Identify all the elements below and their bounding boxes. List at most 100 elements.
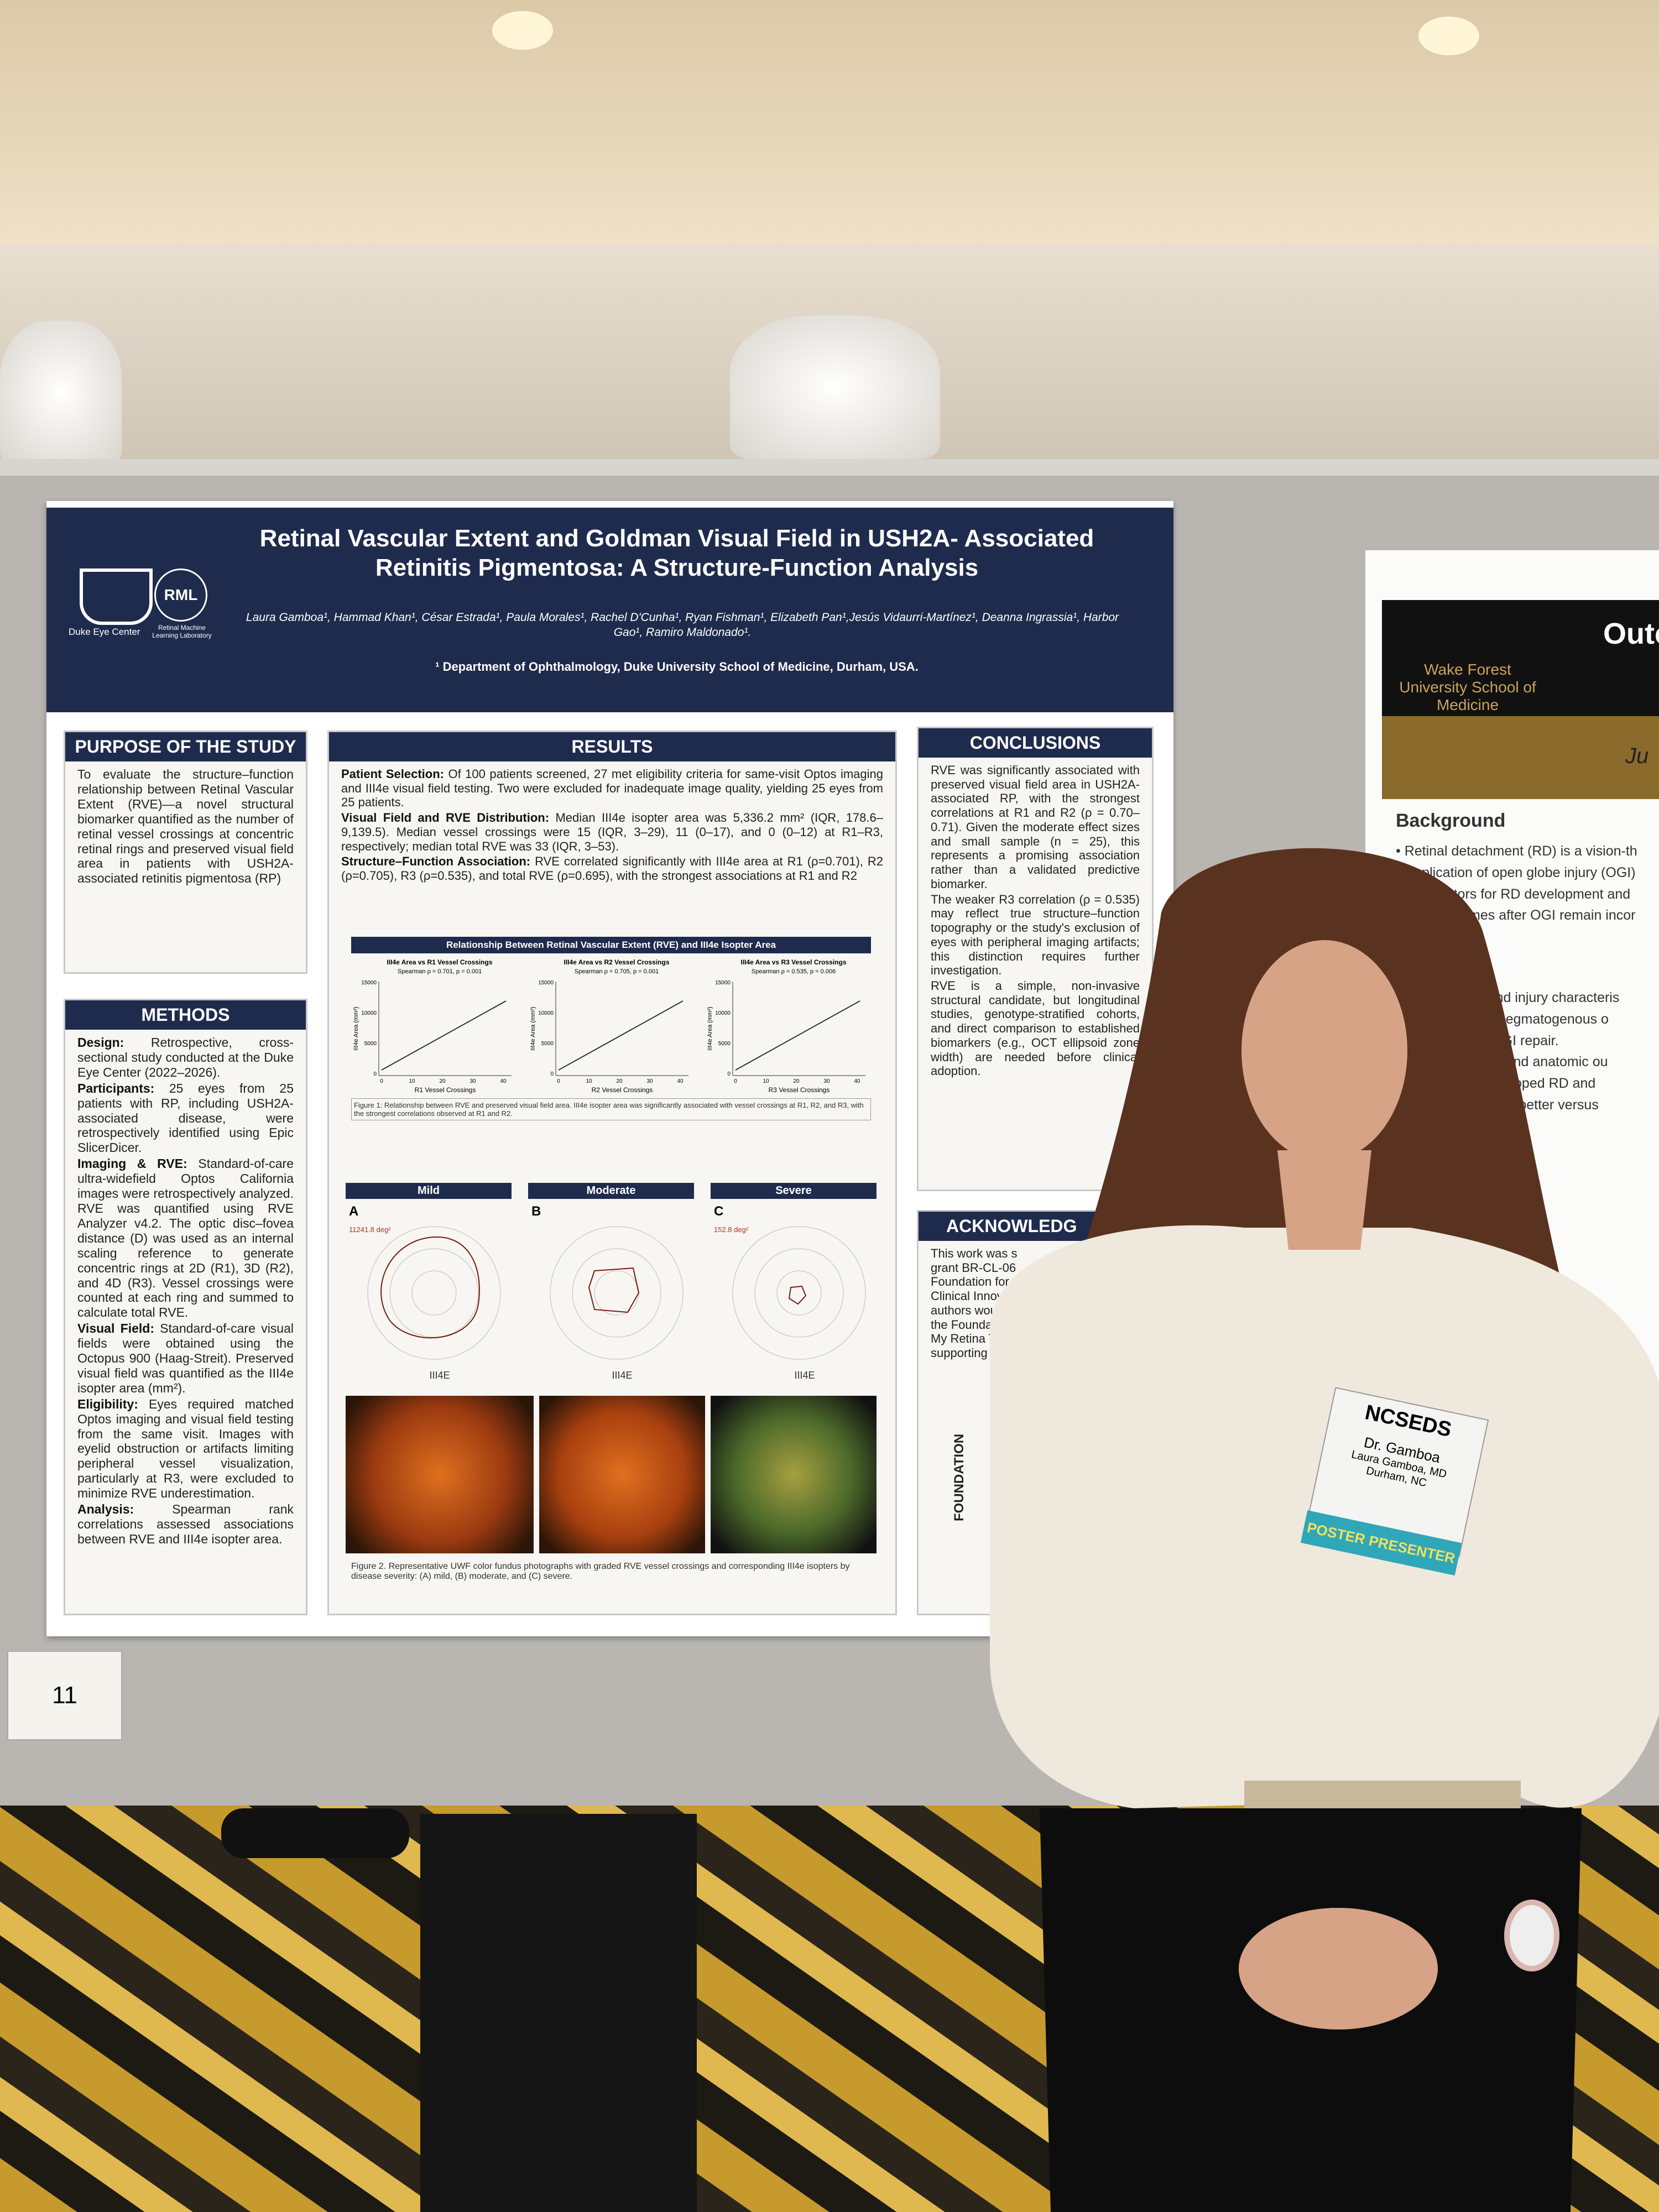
scatter-panel: III4e Area vs R2 Vessel Crossings Spearma…: [530, 958, 688, 1094]
board-number: 11: [7, 1651, 122, 1740]
rml-logo-text: Retinal Machine Learning Laboratory: [152, 624, 212, 639]
conclusions-box: CONCLUSIONS RVE was significantly associ…: [917, 727, 1154, 1191]
isopter-ring: [367, 1226, 501, 1360]
paragraph: Visual Field and RVE Distribution: Media…: [341, 811, 883, 853]
paragraph: Analysis: Spearman rank correlations ass…: [77, 1502, 294, 1547]
panel-title: III4e Area vs R1 Vessel Crossings: [387, 958, 493, 966]
text-line: complication of open globe injury (OGI): [1396, 864, 1636, 880]
paragraph: Patient Selection: Of 100 patients scree…: [341, 767, 883, 810]
paragraph: Design: Retrospective, cross-sectional s…: [77, 1035, 294, 1080]
isopter-label: III4E: [429, 1370, 450, 1381]
visual-field-panel: Severe C 152.8 deg² III4E: [711, 1183, 877, 1390]
isopter: [588, 1267, 640, 1313]
item-label: Imaging & RVE:: [77, 1156, 187, 1171]
figure-caption: Figure 1: Relationship between RVE and p…: [351, 1098, 871, 1120]
y-axis-label: III4e Area (mm²): [353, 1006, 359, 1050]
scatter-panel: III4e Area vs R3 Vessel Crossings Spearma…: [707, 958, 865, 1094]
section-heading: RESULTS: [329, 732, 895, 761]
institution: Wake Forest University School of Medicin…: [1399, 661, 1536, 713]
face: [1241, 940, 1407, 1161]
text-line: Clinical Innova: [931, 1289, 1010, 1303]
item-label: Eligibility:: [77, 1396, 138, 1411]
purpose-text: To evaluate the structure–function relat…: [77, 767, 294, 886]
y-tick-label: 0: [373, 1071, 377, 1077]
affiliation: ¹ Department of Ophthalmology, Duke Univ…: [435, 660, 919, 674]
visual-field-plot: B III4E: [531, 1204, 684, 1381]
figure-panels: III4e Area vs R1 Vessel Crossings Spearma…: [351, 957, 871, 1095]
panel-stat: Spearman ρ = 0.705, p = 0.001: [575, 968, 659, 975]
paragraph: Participants: 25 eyes from 25 patients w…: [77, 1081, 294, 1156]
item-label: Visual Field and RVE Distribution:: [341, 811, 550, 825]
item-label: Design:: [77, 1035, 124, 1050]
x-tick-label: 0: [380, 1078, 383, 1084]
paragraph: The weaker R3 correlation (ρ = 0.535) ma…: [931, 892, 1140, 978]
visual-field-panel: Moderate B III4E: [528, 1183, 694, 1390]
x-tick-label: 40: [677, 1078, 684, 1084]
poster: Duke Eye Center RML Retinal Machine Lear…: [46, 501, 1173, 1636]
visual-field-plot: C 152.8 deg² III4E: [714, 1204, 866, 1381]
paragraph: RVE is a simple, non-invasive structural…: [931, 979, 1140, 1078]
background-person-legs: [420, 1814, 697, 2212]
hands: [1239, 1908, 1438, 2030]
duke-logo-text: Duke Eye Center: [69, 627, 140, 637]
item-text: Standard-of-care ultra-widefield Optos C…: [77, 1156, 294, 1320]
panel-letter: C: [714, 1204, 723, 1219]
panel-title: III4e Area vs R3 Vessel Crossings: [741, 958, 847, 966]
isopter-ring: [732, 1226, 866, 1360]
results-text: Patient Selection: Of 100 patients scree…: [329, 761, 895, 890]
authors: Laura Gamboa¹, Hammad Khan¹, César Estra…: [246, 611, 1119, 639]
poster-title: Retinal Vascular Extent and Goldman Visu…: [259, 525, 1094, 581]
figure-1: Relationship Between Retinal Vascular Ex…: [351, 937, 871, 1120]
trend-line: [381, 1000, 507, 1071]
neighbor-header: Wake Forest University School of Medicin…: [1382, 600, 1659, 716]
severity-label: Severe: [711, 1183, 877, 1199]
fundus-images: [346, 1396, 877, 1553]
y-tick-label: 5000: [718, 1041, 731, 1047]
y-tick-label: 15000: [361, 980, 377, 986]
figure-title: Relationship Between Retinal Vascular Ex…: [351, 937, 871, 953]
y-tick-label: 5000: [364, 1041, 377, 1047]
section-heading: CONCLUSIONS: [919, 728, 1152, 758]
item-text: Retrospective, cross-sectional study con…: [77, 1035, 294, 1079]
scatter-panel: III4e Area vs R1 Vessel Crossings Spearma…: [353, 958, 512, 1094]
paragraph: Eligibility: Eyes required matched Optos…: [77, 1397, 294, 1501]
x-tick-label: 10: [409, 1078, 415, 1084]
isopter: [380, 1236, 480, 1339]
isopter-ring: [550, 1226, 684, 1360]
fundus-photo: [711, 1396, 877, 1553]
neck: [1277, 1150, 1371, 1250]
y-tick-label: 15000: [538, 980, 554, 986]
text-line: • Retinal detachment (RD) is a vision-th: [1396, 843, 1637, 859]
x-tick-label: 30: [646, 1078, 653, 1084]
ceiling-light: [1418, 17, 1479, 55]
panel-stat: Spearman ρ = 0.701, p = 0.001: [398, 968, 482, 975]
text-line: This work was s: [931, 1246, 1018, 1260]
x-tick-label: 20: [793, 1078, 800, 1084]
chandelier: [0, 321, 122, 465]
visual-field-panel: Mild A 11241.8 deg² III4E: [346, 1183, 512, 1390]
y-tick-label: 0: [727, 1071, 731, 1077]
x-axis-label: R1 Vessel Crossings: [415, 1086, 476, 1094]
y-tick-label: 0: [550, 1071, 554, 1077]
panel-letter: B: [531, 1204, 541, 1219]
fundus-photo: [346, 1396, 534, 1553]
conclusions-text: RVE was significantly associated with pr…: [919, 758, 1152, 1085]
watch: [1504, 1900, 1559, 1971]
results-box: RESULTS Patient Selection: Of 100 patien…: [327, 731, 897, 1615]
text-line: Foundation for: [931, 1275, 1009, 1289]
ceiling-light: [492, 11, 553, 50]
y-axis-label: III4e Area (mm²): [707, 1006, 713, 1050]
x-tick-label: 40: [854, 1078, 860, 1084]
x-tick-label: 10: [763, 1078, 769, 1084]
panel-stat: Spearman ρ = 0.535, p = 0.006: [752, 968, 836, 975]
y-tick-label: 15000: [715, 980, 731, 986]
trend-line: [735, 1000, 860, 1071]
visual-field-plot: A 11241.8 deg² III4E: [349, 1204, 501, 1381]
neighbor-band: Ju: [1382, 716, 1659, 799]
area-label: 11241.8 deg²: [349, 1225, 391, 1234]
isopter-ring: [754, 1248, 844, 1338]
item-text: Eyes required matched Optos imaging and …: [77, 1396, 294, 1501]
x-tick-label: 30: [823, 1078, 830, 1084]
